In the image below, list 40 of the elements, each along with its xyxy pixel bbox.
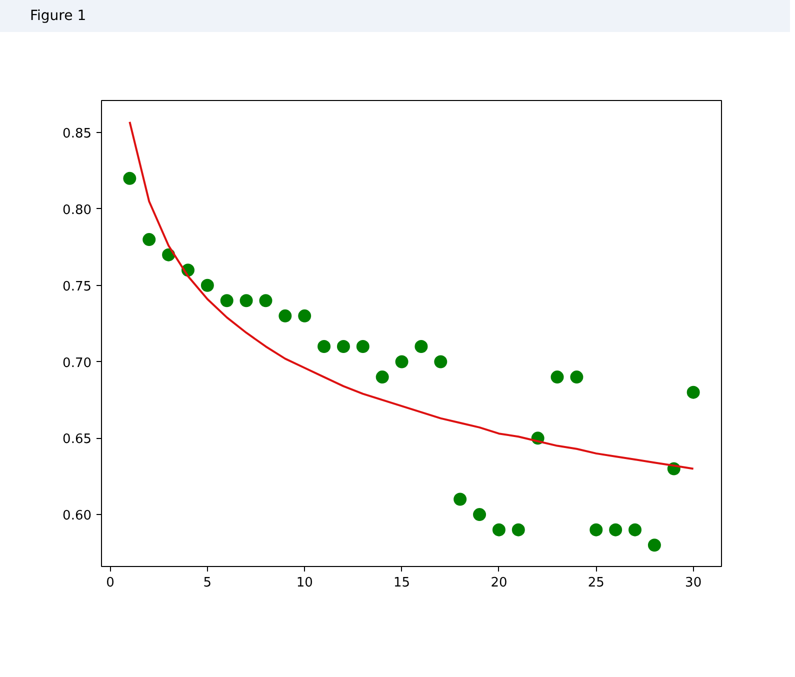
point (259, 294, 272, 308)
point (473, 508, 486, 522)
point (200, 278, 214, 292)
point (492, 523, 506, 536)
point (395, 355, 408, 368)
point (376, 370, 389, 384)
point (142, 233, 156, 246)
y-tick-label: 0.70 (62, 356, 92, 371)
point (512, 523, 525, 536)
point (220, 294, 234, 308)
y-tick-label: 0.85 (62, 126, 92, 142)
x-tick-label: 25 (588, 576, 604, 590)
x-tick-label: 0 (106, 576, 114, 590)
point (298, 309, 312, 322)
point (123, 172, 136, 185)
x-tick-label: 10 (296, 576, 313, 590)
x-tick-label: 5 (203, 576, 212, 590)
x-tick-label: 30 (685, 576, 702, 590)
point (240, 294, 253, 308)
point (414, 340, 428, 353)
point (686, 386, 700, 399)
y-tick-label: 0.80 (62, 202, 92, 218)
point (648, 538, 661, 552)
point (434, 355, 448, 368)
point (356, 340, 370, 353)
point (278, 309, 292, 322)
y-tick-label: 0.75 (62, 279, 92, 294)
point (570, 370, 584, 384)
point (318, 340, 331, 353)
caption: Figure 1 (30, 7, 86, 26)
point (454, 492, 467, 506)
point (609, 523, 622, 536)
point (550, 370, 564, 384)
y-tick-label: 0.65 (62, 432, 92, 448)
point (590, 523, 603, 536)
y-tick-label: 0.60 (62, 508, 92, 524)
x-tick-label: 20 (490, 576, 508, 590)
x-tick-label: 15 (394, 576, 410, 590)
point (336, 340, 350, 353)
point (628, 523, 642, 536)
